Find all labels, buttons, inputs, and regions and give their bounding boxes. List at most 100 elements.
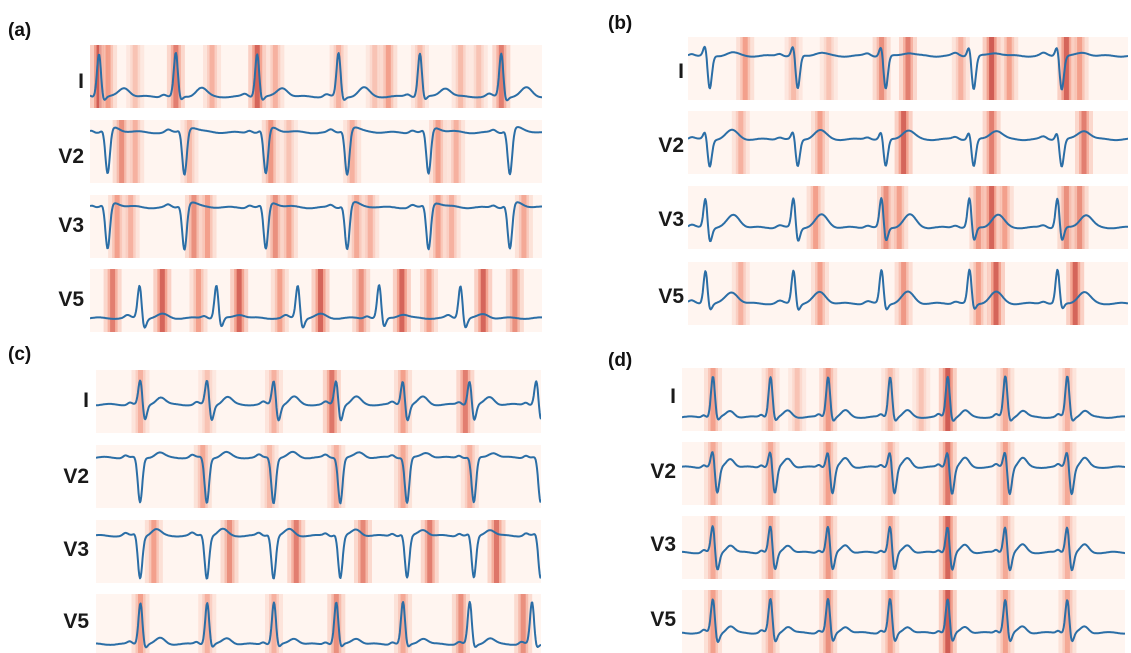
attention-band [318,269,324,332]
attention-band [1002,368,1008,431]
attention-band [813,186,819,249]
heatmap-background [682,590,1125,653]
attention-band [1002,442,1008,505]
attention-band [426,269,432,332]
attention-band [710,590,716,653]
ecg-strip [96,594,541,653]
attention-band [286,120,292,183]
lead-label: I [678,60,684,83]
lead-label: I [78,70,84,93]
attention-band [336,45,342,108]
attention-band [498,45,504,108]
attention-band [905,37,911,100]
attention-band [817,262,823,325]
attention-band [200,445,206,508]
attention-band [817,111,823,174]
attention-band [520,594,526,653]
attention-band [1077,186,1083,249]
attention-band [975,262,981,325]
ecg-trace [682,375,1125,422]
attention-band [887,368,893,431]
attention-band [191,195,197,258]
attention-band [132,45,138,108]
attention-band [768,368,774,431]
ecg-trace [688,128,1128,168]
lead-label: I [83,389,89,412]
heatmap-background [96,520,541,583]
attention-band [1063,37,1069,100]
ecg-trace [688,197,1128,243]
attention-band [186,120,192,183]
ecg-trace [90,126,542,176]
panel-a: (a) I V2 V3 V5 [0,0,560,340]
lead-label: V3 [658,208,684,231]
attention-band [1063,186,1069,249]
ecg-trace [90,201,542,251]
attention-band [449,195,455,258]
ecg-strip [682,442,1125,505]
attention-band [825,368,831,431]
attention-band [204,594,210,653]
ecg-strip [96,370,541,433]
lead-label: V5 [650,608,676,631]
attention-band [1002,516,1008,579]
ecg-strip [96,520,541,583]
panel-b: (b) I V2 V3 V5 [566,0,1131,340]
attention-band [293,520,299,583]
attention-band [1006,37,1012,100]
ecg-strip [682,368,1125,431]
attention-band [896,186,902,249]
attention-band [114,195,120,258]
ecg-trace [682,598,1125,643]
panel-label: (d) [608,350,633,371]
ecg-trace [688,268,1128,311]
ecg-strip [682,590,1125,653]
attention-band [887,516,893,579]
ecg-trace [96,600,541,649]
panel-label: (a) [8,20,32,41]
ecg-strip [90,195,542,258]
attention-band [110,269,116,332]
attention-band [945,368,951,431]
attention-band [435,195,441,258]
attention-band [254,45,260,108]
attention-band [883,186,889,249]
panel-label: (c) [8,344,32,365]
attention-band [901,111,907,174]
attention-band [1002,186,1008,249]
attention-band [209,45,215,108]
attention-band [768,516,774,579]
ecg-strip [90,45,542,108]
panel-c: (c) I V2 V3 V5 [0,340,560,653]
attention-band [1064,590,1070,653]
attention-band [1002,590,1008,653]
attention-band [738,262,744,325]
attention-band [399,269,405,332]
attention-band [768,590,774,653]
attention-band [512,269,518,332]
attention-band [286,195,292,258]
ecg-trace [96,450,541,505]
attention-band [989,111,995,174]
lead-label: V5 [63,610,89,633]
attention-band [138,370,143,433]
attention-band [349,120,355,183]
ecg-strip [688,37,1128,100]
attention-band [333,445,339,508]
attention-band [768,442,774,505]
attention-band [271,370,277,433]
attention-band [794,368,800,431]
attention-band [138,594,143,653]
ecg-trace [96,527,541,580]
panel-d: (d) I V2 V3 V5 [566,340,1131,653]
attention-band [993,262,999,325]
attention-band [989,37,995,100]
attention-band [1077,37,1083,100]
attention-band [195,269,201,332]
ecg-trace [682,451,1125,496]
attention-band [918,368,924,431]
attention-band [458,594,464,653]
attention-band [1064,442,1070,505]
attention-band [360,520,366,583]
attention-band [204,370,210,433]
